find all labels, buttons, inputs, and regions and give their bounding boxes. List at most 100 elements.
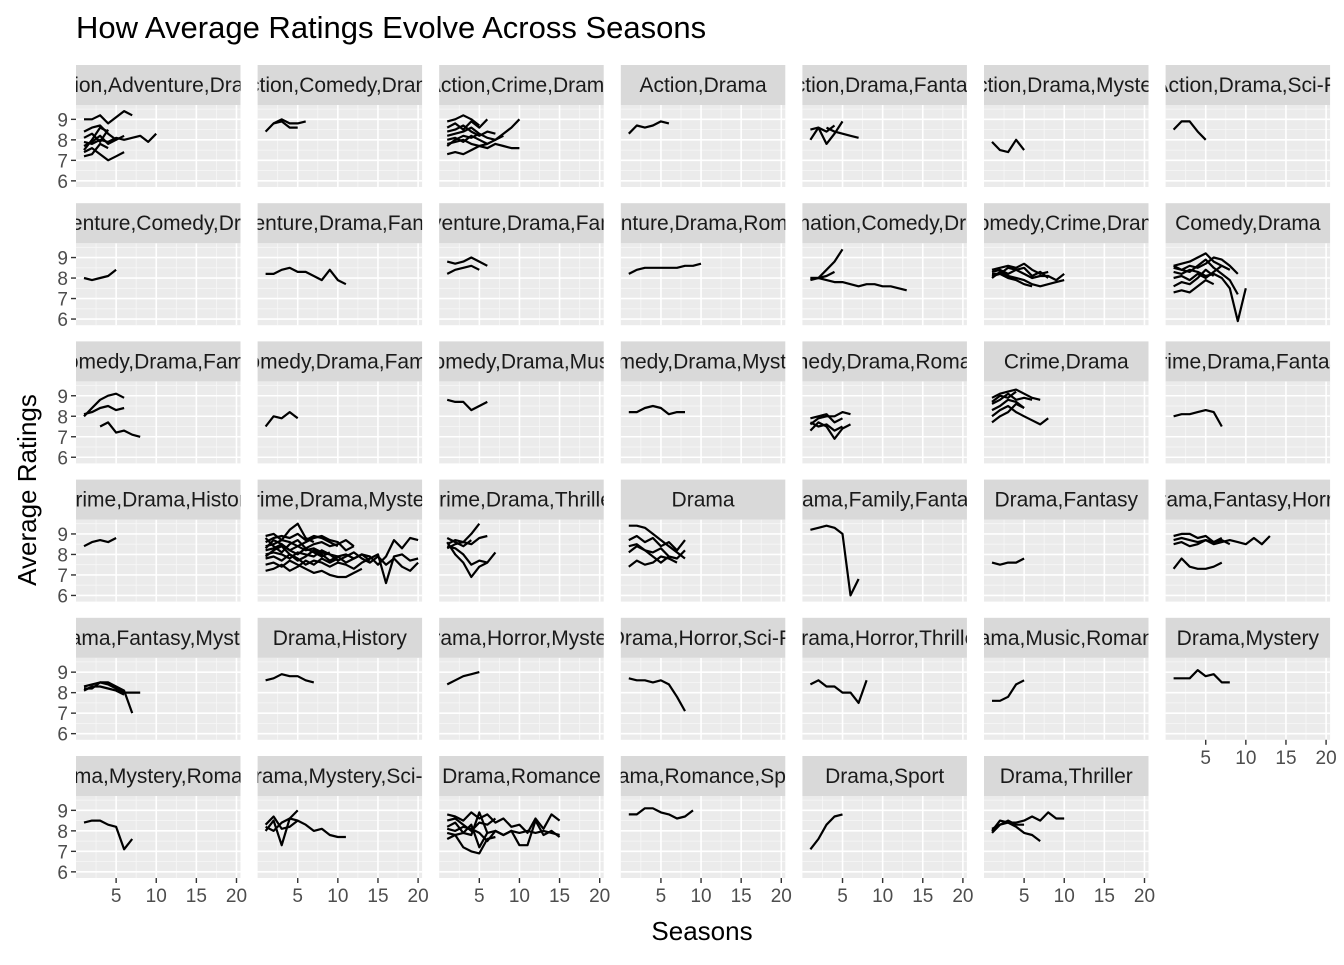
series-line-2: [809, 421, 852, 440]
series-line-3: [810, 276, 907, 292]
facet-strip: [257, 341, 423, 382]
facet-strip: [76, 203, 241, 244]
panel-background: [984, 519, 1149, 602]
y-tick-label: 9: [57, 387, 68, 408]
y-axis-title: Average Ratings: [12, 394, 42, 586]
series-line-1: [265, 522, 315, 544]
major-gridlines: [1165, 657, 1331, 740]
x-tick-label: 5: [656, 886, 667, 907]
panel-background: [76, 381, 241, 464]
series-line-1: [809, 411, 851, 426]
major-gridlines: [439, 519, 604, 602]
facet-panel-28: Drama,Fantasy,Horror: [1165, 479, 1331, 602]
x-tick-label: 15: [731, 886, 752, 907]
facet-strip: [76, 617, 241, 658]
facet-strip: [257, 65, 423, 105]
facet-panel-20: Crime,Drama: [984, 341, 1149, 464]
facet-panel-13: Comedy,Crime,Drama: [984, 203, 1149, 326]
series-line-4: [265, 536, 419, 566]
facet-panel-30: Drama,History: [257, 617, 423, 740]
facet-strip: [984, 479, 1149, 520]
series-line-5: [991, 272, 1033, 288]
facet-panel-33: Drama,Horror,Thriller: [802, 617, 967, 740]
major-gridlines: [257, 657, 423, 740]
facet-strip-label: Adventure,Comedy,Drama: [35, 212, 282, 235]
major-gridlines: [620, 796, 786, 878]
facet-strip-label: Action,Drama: [639, 74, 767, 97]
minor-gridlines: [257, 657, 423, 740]
series-line-2: [446, 264, 480, 275]
facet-panel-18: Comedy,Drama,Mystery: [620, 341, 786, 464]
series-line-2: [628, 534, 686, 552]
facet-panel-11: Adventure,Drama,Romance: [573, 203, 833, 326]
facet-strip: [257, 617, 423, 658]
facet-strip-label: Adventure,Drama,Family: [405, 212, 638, 235]
series-line-6: [446, 138, 520, 150]
facet-strip: [620, 203, 786, 244]
facet-strip-label: Action,Drama,Fantasy: [781, 74, 989, 97]
major-gridlines: [802, 243, 967, 326]
panel-background: [439, 243, 604, 326]
series-line-4: [1173, 264, 1231, 282]
facet-panel-5: Action,Drama,Fantasy: [781, 65, 989, 187]
series-line-3: [991, 819, 1025, 834]
facet-strip-label: Crime,Drama: [1004, 350, 1129, 373]
facet-strip: [439, 203, 604, 244]
facet-strip-label: Adventure,Drama,Romance: [573, 212, 833, 235]
panel-background: [620, 243, 786, 326]
y-tick-label: 7: [57, 842, 68, 863]
x-tick-label: 20: [952, 886, 973, 907]
major-gridlines: [620, 519, 786, 602]
series-line-1: [1173, 532, 1231, 546]
major-gridlines: [76, 796, 241, 878]
facet-strip: [76, 65, 241, 105]
facet-strip-label: Comedy,Drama,Music: [418, 350, 624, 373]
facet-strip: [1165, 617, 1331, 658]
panel-background: [1165, 105, 1331, 187]
x-tick-label: 10: [1235, 748, 1256, 769]
series-line-1: [84, 109, 133, 125]
y-tick-label: 7: [57, 290, 68, 311]
series-line-4: [446, 541, 497, 579]
major-gridlines: [802, 796, 967, 878]
x-tick-label: 15: [912, 886, 933, 907]
y-tick-label: 6: [57, 172, 68, 193]
facet-strip: [984, 65, 1149, 105]
series-line-6: [1173, 279, 1215, 294]
facet-panel-32: Drama,Horror,Sci-Fi: [620, 617, 786, 740]
series-line-2: [1173, 256, 1239, 275]
series-line-3: [628, 543, 686, 560]
facet-strip: [620, 341, 786, 382]
facet-strip: [620, 65, 786, 105]
series-line-1: [628, 404, 685, 416]
facet-strip-label: Action,Drama,Mystery: [963, 74, 1170, 97]
x-tick-label: 20: [226, 886, 247, 907]
minor-gridlines: [984, 105, 1149, 187]
x-tick-label: 5: [1200, 748, 1211, 769]
series-line-1: [264, 411, 299, 428]
series-line-9: [264, 538, 355, 556]
facet-strip-label: Drama,Thriller: [1000, 765, 1133, 788]
facet-strip: [802, 341, 967, 382]
facet-strip-label: Comedy,Drama,Family: [233, 350, 447, 373]
facet-strip: [802, 756, 967, 796]
series-line-1: [83, 392, 125, 418]
major-gridlines: [620, 243, 786, 326]
series-line-1: [264, 809, 299, 847]
x-tick-label: 10: [1054, 886, 1075, 907]
series-line-1: [628, 262, 702, 275]
facet-strip: [620, 756, 786, 796]
series-line-2: [810, 120, 844, 145]
series-line-2: [446, 817, 497, 833]
minor-gridlines: [984, 657, 1149, 740]
facet-panel-35: Drama,Mystery 5 10 15 20: [1165, 617, 1337, 769]
series-line-5: [991, 402, 1025, 424]
facet-panel-19: Comedy,Drama,Romance: [802, 341, 967, 464]
facet-strip-label: Drama,Mystery,Sci-Fi: [240, 765, 440, 788]
panel-background: [802, 796, 967, 878]
facet-strip-label: Adventure,Drama,Fantasy: [217, 212, 463, 235]
